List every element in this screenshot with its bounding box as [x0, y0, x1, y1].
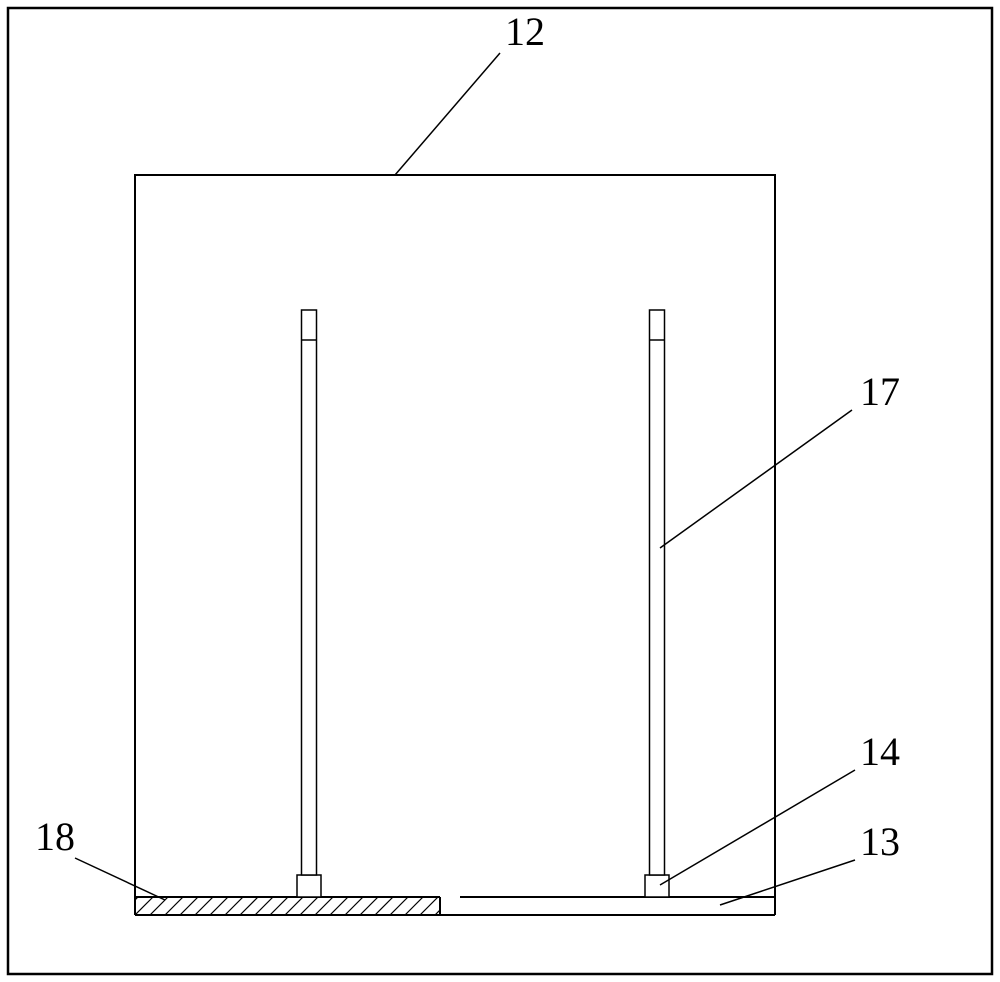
hinge-14-0 — [297, 875, 321, 897]
post-17-1 — [650, 310, 665, 875]
canvas-bg — [0, 0, 1000, 982]
label-12: 12 — [505, 9, 545, 54]
label-18: 18 — [35, 814, 75, 859]
hinge-14-1 — [645, 875, 669, 897]
label-17: 17 — [860, 369, 900, 414]
label-14: 14 — [860, 729, 900, 774]
label-13: 13 — [860, 819, 900, 864]
post-17-0 — [302, 310, 317, 875]
